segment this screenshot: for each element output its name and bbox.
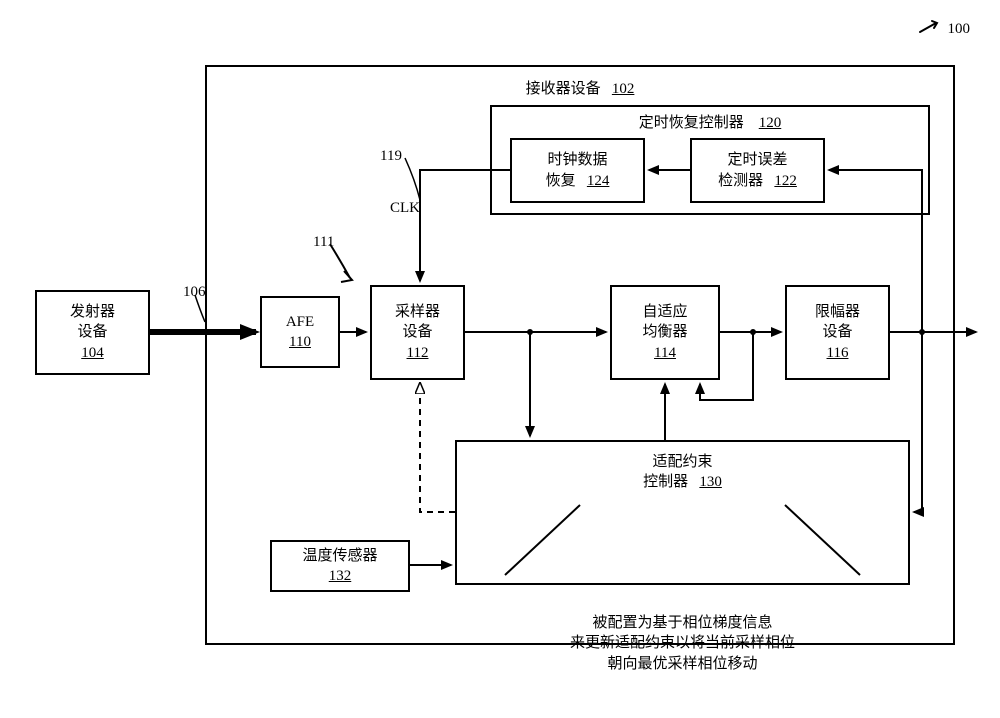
note-l2: 来更新适配约束以将当前采样相位 bbox=[520, 633, 845, 653]
cdr-l2-row: 恢复 124 bbox=[546, 171, 610, 191]
slicer-l2: 设备 bbox=[822, 322, 852, 342]
ac-box: 适配约束 控制器 130 bbox=[455, 440, 910, 585]
sig-119-label: 119 bbox=[380, 146, 402, 166]
temp-ref: 132 bbox=[329, 566, 352, 586]
temp-box: 温度传感器 132 bbox=[270, 540, 410, 592]
afe-box: AFE 110 bbox=[260, 296, 340, 368]
sampler-l2: 设备 bbox=[402, 322, 432, 342]
sig-106-label: 106 bbox=[183, 282, 206, 302]
slicer-l1: 限幅器 bbox=[815, 302, 860, 322]
tx-ref: 104 bbox=[81, 343, 104, 363]
afe-ref: 110 bbox=[289, 332, 311, 352]
figure-ref-label: 100 bbox=[918, 18, 970, 39]
ac-ref: 130 bbox=[699, 474, 722, 490]
slicer-box: 限幅器 设备 116 bbox=[785, 285, 890, 380]
cdr-l1: 时钟数据 bbox=[547, 150, 607, 170]
note-l3: 朝向最优采样相位移动 bbox=[520, 654, 845, 674]
note-l1: 被配置为基于相位梯度信息 bbox=[520, 613, 845, 633]
clk-label: CLK bbox=[390, 198, 420, 218]
sampler-box: 采样器 设备 112 bbox=[370, 285, 465, 380]
temp-l1: 温度传感器 bbox=[302, 546, 377, 566]
tx-box: 发射器 设备 104 bbox=[35, 290, 150, 375]
ted-l1: 定时误差 bbox=[727, 150, 787, 170]
receiver-ref: 102 bbox=[612, 81, 635, 97]
tx-l2: 设备 bbox=[77, 322, 107, 342]
diagram-canvas: 100 接收器设备 102 定时恢复控制器 120 时钟数据 恢复 124 定时… bbox=[0, 0, 1000, 718]
eq-box: 自适应 均衡器 114 bbox=[610, 285, 720, 380]
eq-ref: 114 bbox=[654, 343, 676, 363]
ted-l2: 检测器 bbox=[718, 173, 763, 189]
receiver-title-row: 接收器设备 102 bbox=[526, 79, 635, 99]
ted-box: 定时误差 检测器 122 bbox=[690, 138, 825, 203]
cdr-box: 时钟数据 恢复 124 bbox=[510, 138, 645, 203]
ted-ref: 122 bbox=[774, 173, 797, 189]
note: 被配置为基于相位梯度信息 来更新适配约束以将当前采样相位 朝向最优采样相位移动 bbox=[520, 613, 845, 674]
timing-recovery-ref: 120 bbox=[759, 115, 782, 131]
sig-111-label: 111 bbox=[313, 232, 334, 252]
cdr-l2: 恢复 bbox=[546, 173, 576, 189]
eq-l1: 自适应 bbox=[642, 302, 687, 322]
eq-l2: 均衡器 bbox=[642, 322, 687, 342]
tx-l1: 发射器 bbox=[70, 302, 115, 322]
receiver-title: 接收器设备 bbox=[526, 81, 601, 97]
sampler-ref: 112 bbox=[407, 343, 429, 363]
ac-l2-row: 控制器 130 bbox=[643, 472, 722, 492]
ted-l2-row: 检测器 122 bbox=[718, 171, 797, 191]
figure-ref: 100 bbox=[948, 21, 971, 37]
afe-l1: AFE bbox=[286, 312, 314, 332]
ac-l1: 适配约束 bbox=[652, 452, 712, 472]
ac-l2-prefix: 控制器 bbox=[643, 474, 688, 490]
timing-recovery-title: 定时恢复控制器 bbox=[639, 115, 744, 131]
timing-recovery-title-row: 定时恢复控制器 120 bbox=[639, 113, 782, 133]
slicer-ref: 116 bbox=[827, 343, 849, 363]
sampler-l1: 采样器 bbox=[395, 302, 440, 322]
cdr-ref: 124 bbox=[587, 173, 610, 189]
